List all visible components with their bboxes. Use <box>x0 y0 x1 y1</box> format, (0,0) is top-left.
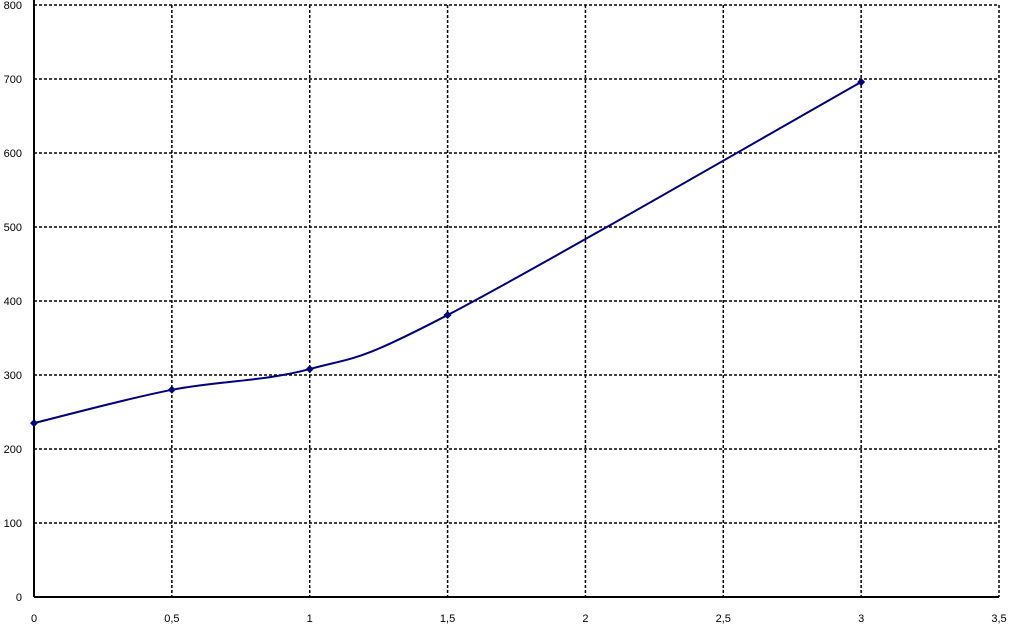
y-tick-label: 700 <box>4 74 22 86</box>
y-tick-labels: 0 100 200 300 400 500 600 700 800 <box>4 0 22 604</box>
y-tick-label: 0 <box>16 592 22 604</box>
grid <box>34 4 1000 597</box>
y-tick-label: 300 <box>4 370 22 382</box>
series-line <box>33 81 862 425</box>
x-tick-label: 3 <box>858 613 864 625</box>
series <box>30 77 866 428</box>
x-tick-label: 0,5 <box>164 613 179 625</box>
axes <box>33 0 999 598</box>
x-tick-label: 3,5 <box>991 613 1006 625</box>
data-point <box>167 385 176 394</box>
y-tick-label: 200 <box>4 444 22 456</box>
data-point <box>443 311 452 320</box>
y-tick-label: 400 <box>4 296 22 308</box>
x-tick-label: 2 <box>582 613 588 625</box>
y-tick-label: 500 <box>4 222 22 234</box>
x-tick-label: 2,5 <box>716 613 731 625</box>
x-tick-label: 1,5 <box>440 613 455 625</box>
y-tick-label: 100 <box>4 518 22 530</box>
x-tick-label: 1 <box>307 613 313 625</box>
data-point <box>30 419 38 428</box>
y-tick-label: 800 <box>4 0 22 12</box>
x-tick-labels: 0 0,5 1 1,5 2 2,5 3 3,5 <box>31 613 1007 625</box>
data-point <box>305 365 314 374</box>
data-point <box>857 77 866 86</box>
x-tick-label: 0 <box>31 613 37 625</box>
y-tick-label: 600 <box>4 148 22 160</box>
